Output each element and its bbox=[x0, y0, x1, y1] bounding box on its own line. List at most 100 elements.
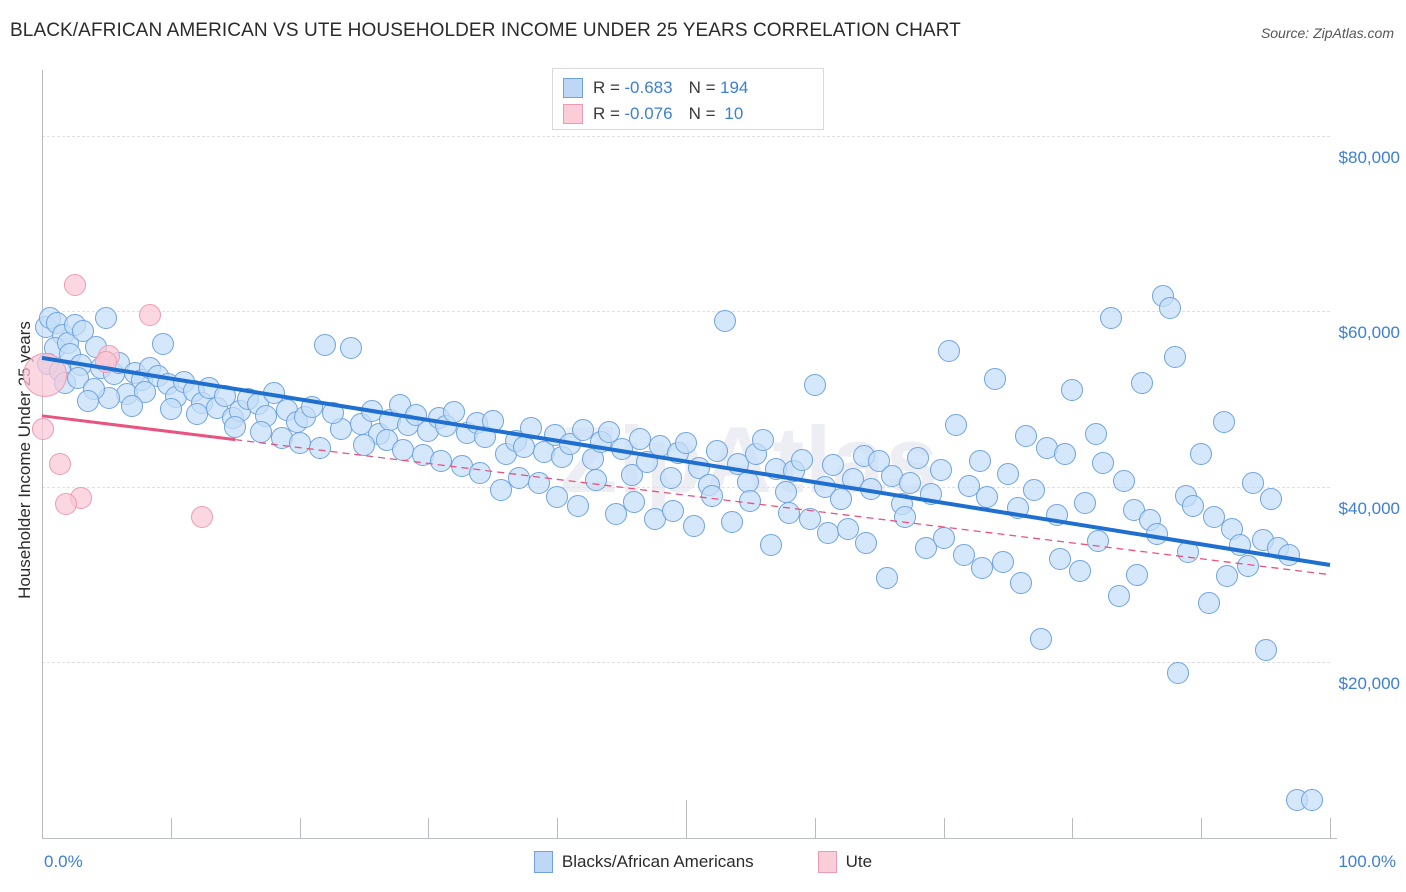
data-point bbox=[507, 467, 530, 490]
x-axis-tick bbox=[943, 818, 945, 838]
x-axis-tick bbox=[1072, 818, 1074, 838]
stats-n-value-pink: 10 bbox=[724, 104, 744, 123]
stats-row-pink: R = -0.076 N = 10 bbox=[563, 101, 813, 127]
data-point bbox=[803, 374, 826, 397]
legend-item-blacks-african-americans[interactable]: Blacks/African Americans bbox=[533, 851, 754, 873]
stats-r-value-pink: -0.076 bbox=[624, 104, 673, 123]
data-point bbox=[1030, 627, 1053, 650]
data-point bbox=[520, 417, 543, 440]
stats-r-key-pink: R = bbox=[593, 104, 620, 123]
data-point bbox=[659, 467, 682, 490]
stats-n-key-pink: N = bbox=[688, 104, 716, 123]
data-point bbox=[721, 511, 744, 534]
stats-n-key-blue: N = bbox=[688, 78, 716, 97]
data-point bbox=[95, 307, 118, 330]
data-point bbox=[930, 459, 953, 482]
data-point bbox=[190, 505, 213, 528]
legend-item-ute[interactable]: Ute bbox=[817, 851, 872, 873]
data-point bbox=[1236, 554, 1259, 577]
data-point bbox=[1087, 530, 1110, 553]
data-point bbox=[790, 448, 813, 471]
data-point bbox=[1228, 533, 1251, 556]
data-point bbox=[64, 274, 87, 297]
x-axis-tick bbox=[299, 818, 301, 838]
data-point bbox=[481, 410, 504, 433]
data-point bbox=[72, 319, 95, 342]
data-point bbox=[159, 397, 182, 420]
data-point bbox=[1053, 442, 1076, 465]
data-point bbox=[1022, 479, 1045, 502]
stats-row-blue: R = -0.683 N = 194 bbox=[563, 75, 813, 101]
data-point bbox=[976, 486, 999, 509]
data-point bbox=[821, 453, 844, 476]
data-point bbox=[1015, 425, 1038, 447]
data-point bbox=[816, 521, 839, 544]
data-point bbox=[139, 303, 162, 326]
y-axis-title: Householder Income Under 25 years bbox=[15, 321, 34, 599]
data-point bbox=[301, 396, 324, 419]
x-axis-tick bbox=[1330, 818, 1331, 838]
data-point bbox=[1112, 469, 1135, 492]
x-axis-tick bbox=[686, 800, 687, 838]
x-axis-max-label: 100.0% bbox=[1338, 852, 1396, 871]
data-point bbox=[1007, 496, 1030, 519]
data-point bbox=[430, 449, 453, 472]
data-point bbox=[919, 482, 942, 505]
data-point bbox=[829, 488, 852, 511]
data-point bbox=[468, 461, 491, 484]
x-axis-line bbox=[42, 838, 1337, 839]
stats-swatch-blue bbox=[563, 78, 583, 98]
data-point bbox=[309, 437, 332, 460]
data-point bbox=[1159, 296, 1182, 319]
data-point bbox=[1190, 442, 1213, 465]
data-point bbox=[1009, 572, 1032, 595]
data-point bbox=[1182, 495, 1205, 518]
data-point bbox=[55, 492, 78, 515]
y-axis-line bbox=[42, 70, 43, 838]
data-point bbox=[1215, 565, 1238, 588]
y-axis-tick-label: $40,000 bbox=[1338, 498, 1400, 518]
data-point bbox=[249, 421, 272, 444]
data-point bbox=[353, 433, 375, 456]
data-point bbox=[77, 389, 100, 412]
data-point bbox=[798, 507, 821, 530]
data-point bbox=[713, 310, 736, 333]
data-point bbox=[1084, 423, 1107, 446]
y-axis-tick-label: $20,000 bbox=[1338, 674, 1400, 694]
data-point bbox=[1177, 540, 1200, 563]
y-axis-tick-label: $80,000 bbox=[1338, 147, 1400, 167]
data-point bbox=[906, 446, 929, 469]
data-point bbox=[1259, 488, 1282, 511]
data-point bbox=[443, 401, 466, 424]
data-point bbox=[1164, 346, 1187, 368]
data-point bbox=[1069, 560, 1092, 583]
legend-label-blue: Blacks/African Americans bbox=[561, 852, 754, 871]
data-point bbox=[937, 339, 960, 362]
data-point bbox=[1213, 410, 1236, 433]
data-point bbox=[1092, 452, 1115, 475]
data-point bbox=[1074, 491, 1097, 514]
data-point bbox=[971, 556, 994, 579]
x-axis-tick bbox=[814, 818, 816, 838]
y-axis-tick-label: $60,000 bbox=[1338, 323, 1400, 343]
data-point bbox=[1146, 523, 1169, 546]
data-point bbox=[1125, 563, 1148, 586]
source-label: Source: ZipAtlas.com bbox=[1260, 25, 1394, 41]
data-point bbox=[682, 514, 705, 537]
data-point bbox=[675, 432, 697, 455]
data-point bbox=[855, 532, 878, 555]
data-point bbox=[391, 439, 414, 462]
data-point bbox=[1277, 544, 1300, 567]
data-point bbox=[875, 567, 898, 590]
gridline bbox=[42, 311, 1330, 313]
data-point bbox=[945, 414, 968, 437]
x-axis-min-label: 0.0% bbox=[44, 852, 83, 871]
data-point bbox=[932, 526, 955, 549]
data-point bbox=[546, 485, 569, 508]
data-point bbox=[991, 551, 1014, 574]
data-point bbox=[760, 533, 782, 556]
data-point bbox=[778, 502, 801, 525]
data-point bbox=[22, 352, 67, 397]
data-point bbox=[1167, 661, 1190, 684]
